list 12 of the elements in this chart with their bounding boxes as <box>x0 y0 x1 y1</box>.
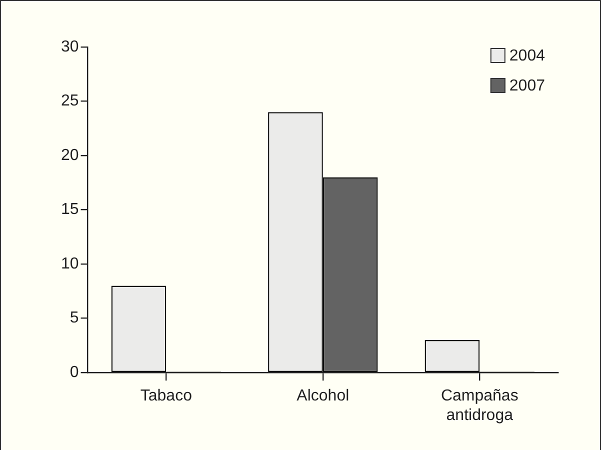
y-tick-label: 30 <box>61 38 79 56</box>
x-tick-label: Alcohol <box>296 388 350 405</box>
y-tick-label: 20 <box>61 146 79 164</box>
y-tick-label: 25 <box>61 92 79 110</box>
y-tick-label: 5 <box>70 310 79 327</box>
y-tick-label: 0 <box>70 364 79 382</box>
legend-label: 2004 <box>509 47 546 64</box>
x-tick-label: Tabaco <box>140 388 192 405</box>
legend-label: 2007 <box>509 77 546 94</box>
y-tick-label: 10 <box>61 255 79 272</box>
x-tick-label: Campañas antidroga <box>440 388 518 424</box>
y-tick-label: 15 <box>61 201 79 218</box>
